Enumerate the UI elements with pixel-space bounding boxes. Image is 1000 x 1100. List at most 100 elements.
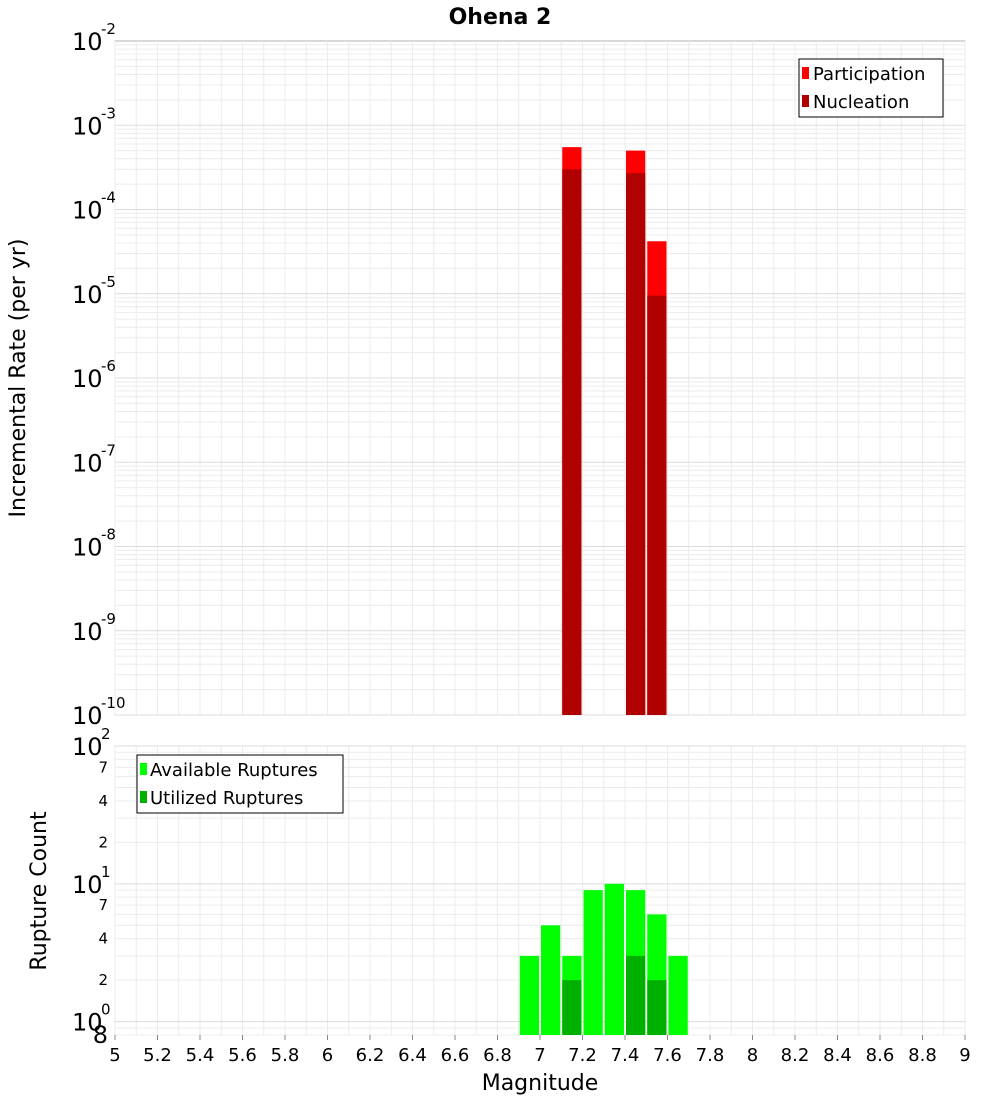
legend-label-available: Available Ruptures	[150, 760, 318, 781]
bar-utilized-ruptures	[562, 980, 582, 1035]
y-tick-label: 10-10	[72, 694, 126, 730]
y-tick-label: 100	[72, 1001, 111, 1037]
x-ticks: 5 5.2 5.4 5.6 5.8 6 6.2 6.4 6.6 6.8 7 7.2 7.4 7.6 7.8 8…	[109, 1035, 971, 1066]
x-tick-label: 6.2	[356, 1045, 385, 1066]
y-tick-exponent: -5	[101, 273, 116, 291]
y-tick-base: 10	[72, 733, 103, 761]
y-tick-label: 10-7	[72, 441, 116, 477]
y-tick-minor-label: 7	[98, 758, 108, 776]
y-tick-base: 10	[72, 28, 103, 56]
y-tick-exponent: -2	[101, 20, 116, 38]
x-tick-label: 6	[322, 1045, 333, 1066]
x-tick-label: 7	[534, 1045, 545, 1066]
y-tick-base: 10	[72, 534, 103, 562]
x-tick-label: 7.8	[696, 1045, 725, 1066]
bottom-legend: Available Ruptures Utilized Ruptures	[136, 754, 344, 814]
bottom-y-axis-label: Rupture Count	[27, 811, 52, 971]
y-tick-exponent: -9	[101, 610, 116, 628]
x-tick-label: 6.6	[441, 1045, 470, 1066]
y-tick-label: 10-4	[72, 189, 116, 225]
x-tick-label: 8.4	[823, 1045, 852, 1066]
bar-nucleation	[626, 173, 646, 716]
bar-utilized-ruptures	[647, 980, 667, 1035]
chart-title: Ohena 2	[449, 5, 552, 30]
bottom-bars	[519, 883, 688, 1035]
x-tick-label: 5	[109, 1045, 120, 1066]
y-tick-base: 10	[72, 1009, 103, 1037]
y-tick-label: 10-8	[72, 526, 116, 562]
y-tick-exponent: -7	[101, 441, 116, 459]
bottom-legend-box	[136, 754, 344, 814]
y-tick-base: 10	[72, 449, 103, 477]
top-y-axis-label: Incremental Rate (per yr)	[6, 239, 31, 518]
legend-label-utilized: Utilized Ruptures	[150, 788, 303, 809]
y-tick-label: 10-9	[72, 610, 116, 646]
y-tick-label: 102	[72, 725, 111, 761]
legend-label-nucleation: Nucleation	[813, 92, 909, 113]
x-tick-label: 9	[959, 1045, 970, 1066]
top-legend-box	[798, 58, 944, 118]
y-tick-exponent: 1	[101, 863, 111, 881]
x-tick-label: 8.8	[908, 1045, 937, 1066]
bar-nucleation	[562, 169, 582, 715]
x-axis-label: Magnitude	[482, 1071, 599, 1096]
y-tick-exponent: -6	[101, 357, 116, 375]
y-tick-base: 10	[72, 618, 103, 646]
y-tick-base: 10	[72, 281, 103, 309]
y-tick-label: 10-3	[72, 104, 116, 140]
bar-available-ruptures	[583, 890, 603, 1035]
legend-label-participation: Participation	[813, 64, 925, 85]
top-grid	[114, 41, 966, 716]
y-tick-base: 10	[72, 702, 103, 730]
legend-swatch-available	[140, 763, 147, 775]
y-tick-base: 10	[72, 365, 103, 393]
y-tick-base: 10	[72, 197, 103, 225]
y-tick-label: 10-2	[72, 20, 116, 56]
y-tick-label: 10-6	[72, 357, 116, 393]
y-tick-exponent: -3	[101, 104, 116, 122]
y-tick-exponent: -8	[101, 526, 116, 544]
legend-swatch-nucleation	[802, 95, 809, 107]
x-tick-label: 6.4	[398, 1045, 427, 1066]
y-tick-minor-label: 2	[98, 971, 108, 989]
top-bars	[562, 147, 667, 716]
x-tick-label: 8	[747, 1045, 758, 1066]
y-tick-exponent: 0	[101, 1001, 111, 1019]
bar-available-ruptures	[519, 955, 539, 1035]
y-tick-minor-label: 2	[98, 833, 108, 851]
x-tick-label: 7.4	[611, 1045, 640, 1066]
bar-available-ruptures	[541, 925, 561, 1035]
bar-nucleation	[647, 295, 667, 715]
y-tick-minor-label: 4	[98, 930, 108, 948]
x-tick-label: 5.2	[143, 1045, 172, 1066]
x-tick-label: 5.8	[271, 1045, 300, 1066]
y-tick-label: 101	[72, 863, 111, 899]
y-tick-base: 10	[72, 112, 103, 140]
y-tick-label: 10-5	[72, 273, 116, 309]
x-tick-label: 5.4	[186, 1045, 215, 1066]
y-tick-exponent: 2	[101, 725, 111, 743]
x-tick-label: 8.6	[866, 1045, 895, 1066]
x-tick-label: 5.6	[228, 1045, 257, 1066]
bar-available-ruptures	[668, 955, 688, 1035]
x-tick-label: 6.8	[483, 1045, 512, 1066]
y-tick-minor-label: 7	[98, 896, 108, 914]
legend-swatch-utilized	[140, 791, 147, 803]
y-tick-minor-label: 4	[98, 792, 108, 810]
y-tick-exponent: -10	[101, 694, 126, 712]
y-tick-exponent: -4	[101, 189, 116, 207]
x-tick-label: 8.2	[781, 1045, 810, 1066]
bar-available-ruptures	[604, 883, 624, 1035]
x-tick-label: 7.6	[653, 1045, 682, 1066]
legend-swatch-participation	[802, 67, 809, 79]
y-tick-minor-label: 8	[93, 1021, 108, 1049]
y-tick-base: 10	[72, 871, 103, 899]
x-tick-label: 7.2	[568, 1045, 597, 1066]
bar-utilized-ruptures	[626, 955, 646, 1035]
top-legend: Participation Nucleation	[798, 58, 944, 118]
